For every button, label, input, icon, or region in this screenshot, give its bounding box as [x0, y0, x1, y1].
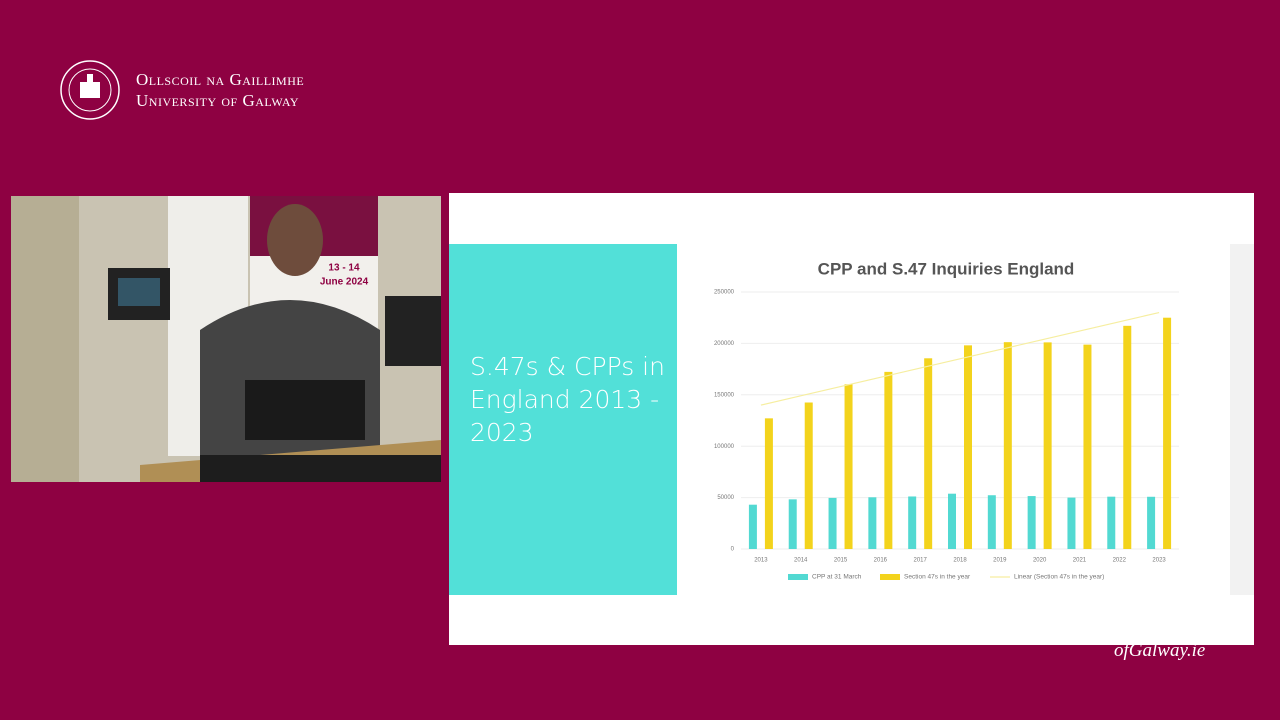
y-tick-label: 100000 [714, 444, 735, 450]
slide-panel [449, 244, 677, 595]
bar [1107, 496, 1116, 549]
bar [987, 495, 996, 549]
banner-text: 13 - 14 [328, 263, 360, 274]
bar [1003, 342, 1012, 549]
logo-text: University of Galway [136, 91, 300, 110]
logo-text: Ollscoil na Gaillimhe [136, 70, 305, 89]
bar [804, 402, 813, 549]
y-tick-label: 150000 [714, 392, 735, 398]
x-tick-label: 2013 [754, 558, 768, 564]
bar [1027, 496, 1036, 549]
video-feed: 13 - 14 June 2024 [11, 196, 441, 482]
legend-swatch [788, 574, 808, 580]
x-tick-label: 2019 [993, 558, 1007, 564]
bar [1083, 344, 1092, 549]
bar [1067, 497, 1076, 549]
y-tick-label: 200000 [714, 341, 735, 347]
bar [1163, 317, 1172, 549]
chart-title: CPP and S.47 Inquiries England [818, 259, 1075, 278]
slide-heading: S.47s & CPPs in England 2013 - 2023 [470, 352, 665, 447]
legend-label: CPP at 31 March [812, 574, 862, 581]
legend-swatch [880, 574, 900, 580]
x-tick-label: 2023 [1152, 558, 1166, 564]
bar [1043, 342, 1052, 549]
footer-url: ofGalway.ie [1114, 640, 1206, 661]
banner-text: June 2024 [320, 277, 369, 288]
slide-heading-box: S.47s & CPPs in England 2013 - 2023 [470, 352, 665, 447]
y-tick-label: 50000 [717, 495, 734, 501]
bar [764, 418, 773, 549]
x-tick-label: 2014 [794, 558, 808, 564]
x-tick-label: 2017 [914, 558, 928, 564]
bar [788, 499, 797, 549]
bar [844, 384, 853, 549]
slide-strip [1230, 244, 1254, 595]
bar [908, 496, 917, 549]
legend-label: Linear (Section 47s in the year) [1014, 574, 1104, 581]
x-tick-label: 2020 [1033, 558, 1047, 564]
bar [868, 497, 877, 549]
x-tick-label: 2016 [874, 558, 888, 564]
x-tick-label: 2015 [834, 558, 848, 564]
bar [924, 358, 933, 549]
x-tick-label: 2021 [1073, 558, 1087, 564]
chart: 0 50000 100000 150000 200000 250000 2013 2014 20… [714, 290, 1179, 581]
trend-line [760, 311, 1160, 406]
logo-crest [60, 60, 120, 120]
bar [948, 493, 956, 549]
y-tick-label: 0 [731, 547, 735, 553]
x-tick-label: 2018 [953, 558, 967, 564]
bar [1147, 496, 1156, 549]
bar [964, 345, 972, 549]
bar [1123, 325, 1132, 549]
bar [884, 371, 893, 549]
bar [828, 497, 837, 549]
bar [748, 504, 757, 549]
y-tick-label: 250000 [714, 290, 735, 296]
x-tick-label: 2022 [1113, 558, 1127, 564]
legend-label: Section 47s in the year [904, 574, 971, 581]
